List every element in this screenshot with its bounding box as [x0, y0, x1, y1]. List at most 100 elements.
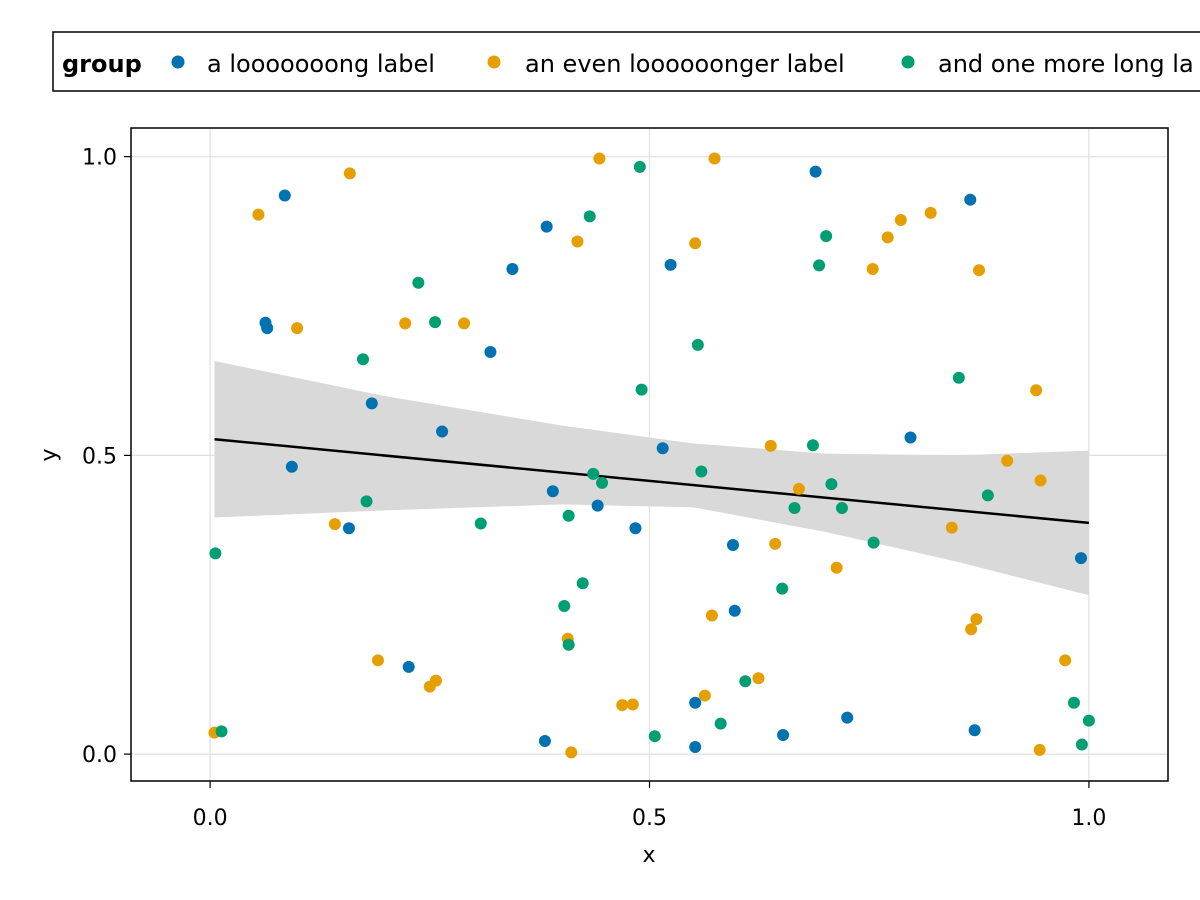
legend-marker-series-1	[171, 55, 185, 69]
data-point-series-2	[571, 235, 584, 248]
data-point-series-2	[371, 654, 384, 667]
legend: group a looooooong label an even loooooo…	[52, 31, 1200, 92]
y-axis-label: y	[37, 448, 62, 461]
data-point-series-3	[835, 501, 848, 514]
data-point-series-1	[402, 660, 415, 673]
data-point-series-1	[728, 604, 741, 617]
y-axis-ticks: 0.0 0.5 1.0	[82, 146, 131, 768]
data-point-series-3	[558, 599, 571, 612]
data-point-series-3	[562, 638, 575, 651]
data-point-series-3	[583, 210, 596, 223]
data-point-series-1	[726, 539, 739, 552]
data-point-series-2	[689, 237, 702, 250]
data-point-series-1	[506, 262, 519, 275]
data-point-series-3	[587, 467, 600, 480]
data-point-series-1	[278, 189, 291, 202]
data-point-series-3	[788, 501, 801, 514]
data-point-series-2	[866, 262, 879, 275]
data-point-series-1	[964, 193, 977, 206]
data-point-series-3	[825, 478, 838, 491]
confidence-band	[214, 361, 1089, 596]
data-point-series-2	[616, 699, 629, 712]
data-point-series-2	[593, 152, 606, 165]
data-point-series-1	[436, 425, 449, 438]
data-point-series-2	[458, 317, 471, 330]
data-point-series-3	[429, 316, 442, 329]
legend-label-series-3: and one more long la	[938, 50, 1194, 78]
y-tick-label: 0.5	[82, 444, 117, 469]
data-point-series-1	[342, 522, 355, 535]
data-point-series-2	[399, 317, 412, 330]
data-point-series-2	[291, 322, 304, 335]
data-point-series-2	[343, 167, 356, 180]
data-point-series-2	[894, 214, 907, 227]
plot-area	[130, 127, 1169, 782]
data-point-series-1	[261, 322, 274, 335]
data-point-series-3	[695, 465, 708, 478]
data-point-series-3	[412, 276, 425, 289]
data-point-series-2	[1030, 384, 1043, 397]
data-point-series-1	[484, 346, 497, 359]
data-point-series-3	[714, 717, 727, 730]
data-point-series-1	[664, 258, 677, 271]
data-point-series-2	[924, 206, 937, 219]
data-point-series-1	[629, 522, 642, 535]
data-point-series-3	[215, 725, 228, 738]
points-layer	[208, 152, 1095, 759]
data-point-series-1	[689, 696, 702, 709]
legend-marker-series-2	[487, 55, 501, 69]
data-point-series-2	[252, 208, 265, 221]
legend-marker-series-3	[901, 55, 915, 69]
legend-label-series-1: a looooooong label	[207, 50, 435, 78]
data-point-series-3	[813, 259, 826, 272]
y-tick-label: 0.0	[82, 743, 117, 768]
x-tick-label: 0.5	[632, 806, 667, 831]
data-point-series-3	[576, 577, 589, 590]
data-point-series-2	[752, 672, 765, 685]
data-point-series-2	[1059, 654, 1072, 667]
data-point-series-3	[474, 517, 487, 530]
data-point-series-3	[820, 230, 833, 243]
data-point-series-1	[538, 734, 551, 747]
data-point-series-3	[562, 509, 575, 522]
data-point-series-3	[806, 439, 819, 452]
data-point-series-3	[633, 160, 646, 173]
data-point-series-1	[365, 397, 378, 410]
data-point-series-1	[904, 431, 917, 444]
data-point-series-1	[591, 499, 604, 512]
data-point-series-2	[1034, 474, 1047, 487]
data-point-series-1	[285, 460, 298, 473]
data-point-series-1	[809, 165, 822, 178]
data-point-series-2	[429, 674, 442, 687]
data-point-series-1	[1074, 552, 1087, 565]
data-point-series-3	[981, 489, 994, 502]
data-point-series-2	[708, 152, 721, 165]
data-point-series-2	[1033, 743, 1046, 756]
data-point-series-2	[764, 439, 777, 452]
band-layer	[214, 361, 1089, 596]
legend-title: group	[62, 50, 142, 78]
regression-line	[214, 438, 1090, 525]
data-point-series-2	[881, 231, 894, 244]
data-point-series-3	[1067, 696, 1080, 709]
data-point-series-3	[739, 675, 752, 688]
data-point-series-3	[635, 383, 648, 396]
y-tick-label: 1.0	[82, 146, 117, 171]
x-tick-label: 1.0	[1071, 806, 1106, 831]
data-point-series-2	[965, 623, 978, 636]
data-point-series-3	[648, 730, 661, 743]
data-point-series-1	[540, 220, 553, 233]
line-layer	[214, 438, 1090, 525]
data-point-series-2	[1001, 454, 1014, 467]
data-point-series-3	[596, 476, 609, 489]
data-point-series-2	[328, 518, 341, 531]
x-axis-label: x	[642, 843, 655, 868]
data-point-series-1	[841, 711, 854, 724]
x-axis-ticks: 0.0 0.5 1.0	[193, 781, 1106, 831]
x-tick-label: 0.0	[193, 806, 228, 831]
data-point-series-3	[1075, 738, 1088, 751]
data-point-series-1	[546, 485, 559, 498]
data-point-series-2	[565, 746, 578, 759]
data-point-series-3	[360, 495, 373, 508]
legend-label-series-2: an even loooooonger label	[525, 50, 845, 78]
